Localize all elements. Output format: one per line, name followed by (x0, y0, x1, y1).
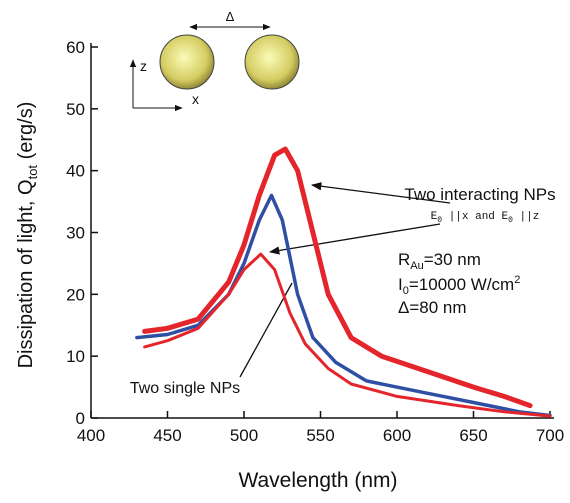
y-tick-label: 60 (66, 38, 85, 57)
x-tick-label: 450 (153, 426, 181, 445)
inset-z-label: z (140, 58, 147, 74)
y-axis-label: Dissipation of light, Qtot (erg/s) (15, 102, 40, 369)
x-tick-label: 400 (77, 426, 105, 445)
y-tick-label: 20 (66, 285, 85, 304)
annotation: Two single NPs (130, 380, 240, 397)
annotation: I0=10000 W/cm2 (398, 274, 520, 297)
annotation: Δ=80 nm (398, 298, 467, 317)
y-tick-label: 40 (66, 162, 85, 181)
annotation-arrow (268, 223, 441, 255)
line (143, 252, 552, 418)
y-tick-label: 10 (66, 347, 85, 366)
y-tick-label: 50 (66, 100, 85, 119)
inset-x-label: x (192, 91, 199, 107)
sphere (244, 34, 300, 90)
y-tick-label: 0 (76, 409, 85, 428)
annotation: Two interacting NPs (404, 185, 555, 204)
annotation-arrow (310, 182, 451, 204)
sphere (159, 34, 215, 90)
x-tick-label: 700 (536, 426, 564, 445)
annotation: E0 ||x and E0 ||z (431, 211, 540, 225)
x-tick-label: 550 (306, 426, 334, 445)
line (142, 146, 533, 409)
x-tick-label: 600 (383, 426, 411, 445)
y-tick-label: 30 (66, 224, 85, 243)
x-tick-label: 650 (459, 426, 487, 445)
inset: Δ z x (129, 9, 300, 112)
inset-gap-label: Δ (226, 9, 235, 24)
x-axis-label: Wavelength (nm) (238, 469, 397, 492)
annotation: RAu=30 nm (398, 250, 481, 272)
x-tick-label: 500 (230, 426, 258, 445)
